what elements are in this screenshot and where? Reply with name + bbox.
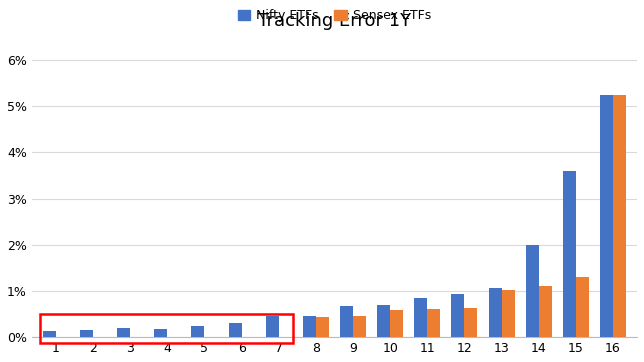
Bar — [526, 245, 538, 337]
Bar — [538, 286, 552, 337]
Legend: Nifty ETFs, Sensex ETFs: Nifty ETFs, Sensex ETFs — [232, 4, 436, 27]
Bar — [80, 330, 93, 337]
Bar — [155, 329, 167, 337]
Bar — [353, 316, 366, 337]
Bar — [414, 298, 427, 337]
Bar — [613, 95, 626, 337]
Bar — [316, 317, 329, 337]
Bar — [464, 308, 477, 337]
Bar — [377, 305, 390, 337]
Bar — [340, 306, 353, 337]
Bar — [563, 171, 576, 337]
Bar — [117, 328, 130, 337]
Bar — [43, 331, 56, 337]
Bar — [502, 290, 515, 337]
Bar — [451, 294, 464, 337]
Bar — [303, 316, 316, 337]
Bar — [427, 310, 440, 337]
Bar — [576, 277, 589, 337]
Bar — [191, 326, 204, 337]
Bar — [600, 95, 613, 337]
Bar — [489, 288, 502, 337]
Bar — [40, 314, 292, 343]
Bar — [390, 310, 403, 337]
Bar — [229, 323, 242, 337]
Bar — [266, 316, 279, 337]
Title: Tracking Error 1Y: Tracking Error 1Y — [258, 12, 411, 30]
